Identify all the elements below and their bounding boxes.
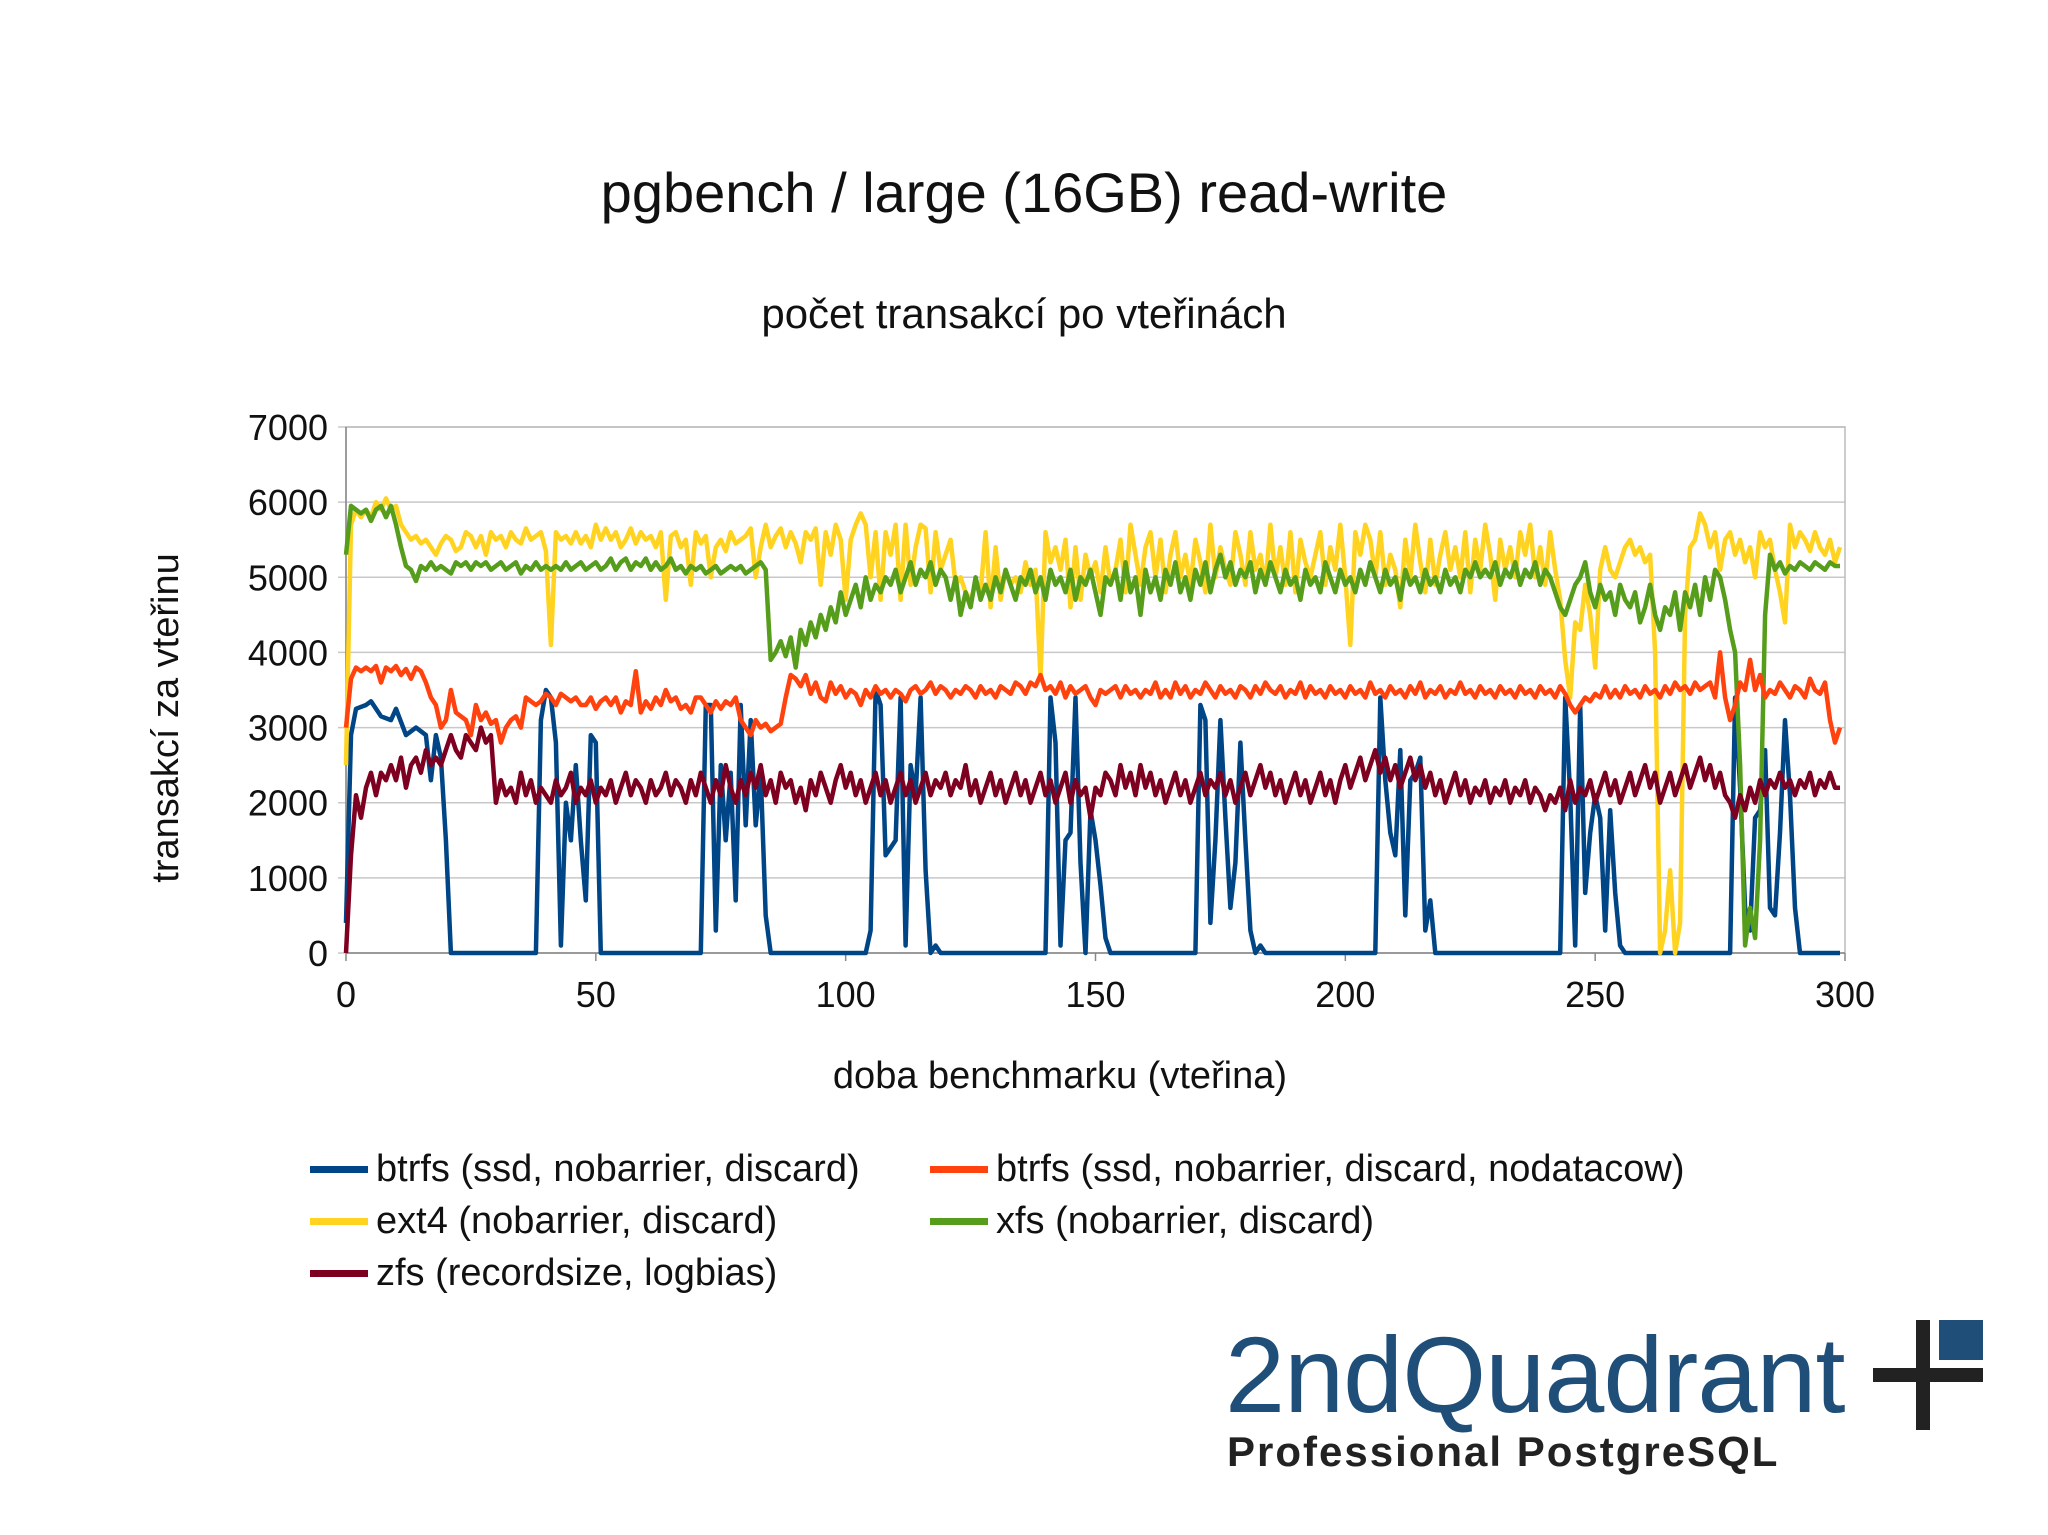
legend-item: btrfs (ssd, nobarrier, discard, nodataco… — [930, 1148, 1685, 1191]
chart-subtitle: počet transakcí po vteřinách — [761, 290, 1287, 337]
y-tick-label: 4000 — [248, 632, 328, 673]
series-lines — [343, 496, 1843, 956]
x-tick-label: 50 — [576, 974, 616, 1015]
legend-swatch — [930, 1166, 988, 1173]
series-line-1 — [343, 650, 1843, 745]
legend-item: zfs (recordsize, logbias) — [310, 1252, 777, 1295]
legend-item: xfs (nobarrier, discard) — [930, 1200, 1374, 1243]
x-tick-label: 150 — [1065, 974, 1125, 1015]
legend-label: ext4 (nobarrier, discard) — [376, 1200, 778, 1242]
x-tick-label: 0 — [336, 974, 356, 1015]
company-logo: 2ndQuadrant Professional PostgreSQL — [1225, 1320, 1985, 1480]
y-tick-label: 1000 — [248, 858, 328, 899]
series-line-4 — [343, 725, 1840, 954]
logo-wordmark: 2ndQuadrant — [1225, 1314, 1845, 1435]
series-line-3 — [343, 503, 1840, 948]
logo-tagline: Professional PostgreSQL — [1227, 1428, 1780, 1475]
legend-label: btrfs (ssd, nobarrier, discard) — [376, 1148, 860, 1190]
tick-labels: 0 1000 2000 3000 4000 5000 6000 7000 0 50 100 150 20… — [248, 407, 1875, 1015]
x-tick-label: 300 — [1815, 974, 1875, 1015]
x-tick-label: 200 — [1315, 974, 1375, 1015]
legend-swatch — [310, 1218, 368, 1225]
legend-swatch — [930, 1218, 988, 1225]
plus-quadrant-icon — [1873, 1320, 1983, 1430]
y-tick-label: 6000 — [248, 482, 328, 523]
x-tick-label: 100 — [816, 974, 876, 1015]
x-axis-label: doba benchmarku (vteřina) — [833, 1055, 1287, 1097]
y-tick-label: 2000 — [248, 783, 328, 824]
plot-frame — [345, 426, 1846, 954]
y-tick-label: 7000 — [248, 407, 328, 448]
legend-swatch — [310, 1270, 368, 1277]
chart-title: pgbench / large (16GB) read-write — [600, 161, 1448, 224]
series-line-0 — [343, 687, 1840, 956]
legend-label: btrfs (ssd, nobarrier, discard, nodataco… — [996, 1148, 1685, 1190]
legend-swatch — [310, 1166, 368, 1173]
series-line-2 — [343, 496, 1843, 956]
legend-item: btrfs (ssd, nobarrier, discard) — [310, 1148, 860, 1191]
y-tick-label: 0 — [308, 933, 328, 974]
legend-label: zfs (recordsize, logbias) — [376, 1252, 778, 1294]
y-tick-label: 3000 — [248, 708, 328, 749]
legend-label: xfs (nobarrier, discard) — [996, 1200, 1375, 1242]
x-tick-label: 250 — [1565, 974, 1625, 1015]
y-axis-label: transakcí za vteřinu — [145, 553, 187, 882]
y-tick-label: 5000 — [248, 557, 328, 598]
legend-item: ext4 (nobarrier, discard) — [310, 1200, 777, 1243]
